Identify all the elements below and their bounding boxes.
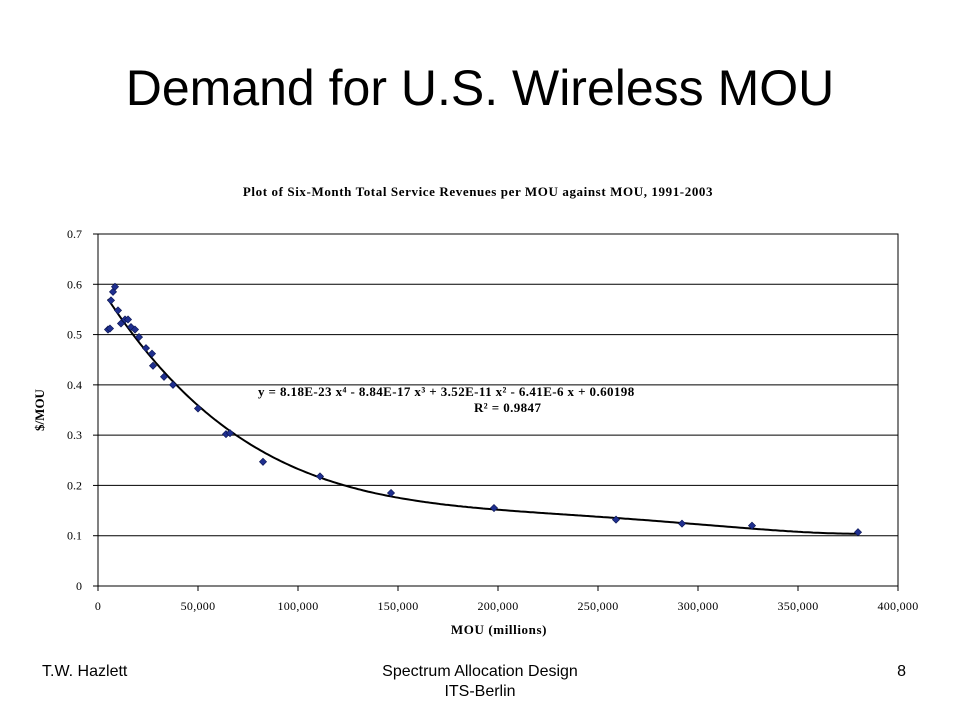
x-tick-label: 200,000	[477, 599, 518, 613]
data-point	[106, 296, 116, 305]
data-point	[116, 319, 126, 328]
y-axis-ticks: 0 0.1 0.2 0.3 0.4 0.5 0.6 0.7	[67, 227, 98, 593]
data-point	[113, 306, 123, 315]
footer-title-line2: ITS-Berlin	[444, 683, 516, 700]
x-tick-label: 250,000	[577, 599, 618, 613]
y-tick-label: 0.2	[67, 478, 82, 492]
data-point	[148, 361, 158, 370]
trendline-equation: y = 8.18E-23 x⁴ - 8.84E-17 x³ + 3.52E-11…	[258, 384, 635, 399]
y-tick-label: 0.1	[67, 529, 82, 543]
data-point	[159, 372, 169, 381]
x-tick-label: 150,000	[377, 599, 418, 613]
slide-title: Demand for U.S. Wireless MOU	[125, 60, 835, 116]
page-number: 8	[897, 663, 906, 680]
x-tick-label: 0	[95, 599, 101, 613]
data-point	[611, 515, 621, 524]
x-tick-label: 50,000	[181, 599, 216, 613]
data-point	[489, 504, 499, 513]
data-point	[168, 380, 178, 389]
x-axis-ticks: 0 50,000 100,000 150,000 200,000 250,000 300,0…	[95, 586, 918, 613]
y-axis-label: $/MOU	[32, 388, 47, 430]
x-tick-label: 100,000	[277, 599, 318, 613]
footer-author: T.W. Hazlett	[42, 663, 128, 680]
data-point	[130, 325, 140, 334]
scatter-chart: Plot of Six-Month Total Service Revenues…	[32, 184, 918, 637]
data-point	[853, 528, 863, 537]
data-point	[134, 333, 144, 342]
data-point	[110, 282, 120, 291]
x-tick-label: 400,000	[877, 599, 918, 613]
data-point	[193, 404, 203, 413]
data-point	[108, 287, 118, 296]
data-points	[103, 282, 863, 537]
y-tick-label: 0.6	[67, 277, 82, 291]
data-point	[141, 344, 151, 353]
data-point	[147, 349, 157, 358]
y-tick-label: 0.7	[67, 227, 82, 241]
y-tick-label: 0	[76, 579, 82, 593]
chart-title: Plot of Six-Month Total Service Revenues…	[243, 184, 713, 199]
x-tick-label: 350,000	[777, 599, 818, 613]
y-tick-label: 0.4	[67, 378, 82, 392]
data-point	[123, 315, 133, 324]
r-squared-label: R² = 0.9847	[474, 400, 541, 415]
data-point	[315, 472, 325, 481]
y-tick-label: 0.5	[67, 328, 82, 342]
data-point	[105, 324, 115, 333]
data-point	[258, 457, 268, 466]
footer-title: Spectrum Allocation Design ITS-Berlin	[0, 662, 960, 702]
data-point	[677, 519, 687, 528]
x-axis-label: MOU (millions)	[451, 622, 547, 637]
data-point	[386, 488, 396, 497]
y-tick-label: 0.3	[67, 428, 82, 442]
x-tick-label: 300,000	[677, 599, 718, 613]
footer-title-line1: Spectrum Allocation Design	[382, 663, 578, 680]
data-point	[747, 521, 757, 530]
data-point	[225, 429, 235, 438]
